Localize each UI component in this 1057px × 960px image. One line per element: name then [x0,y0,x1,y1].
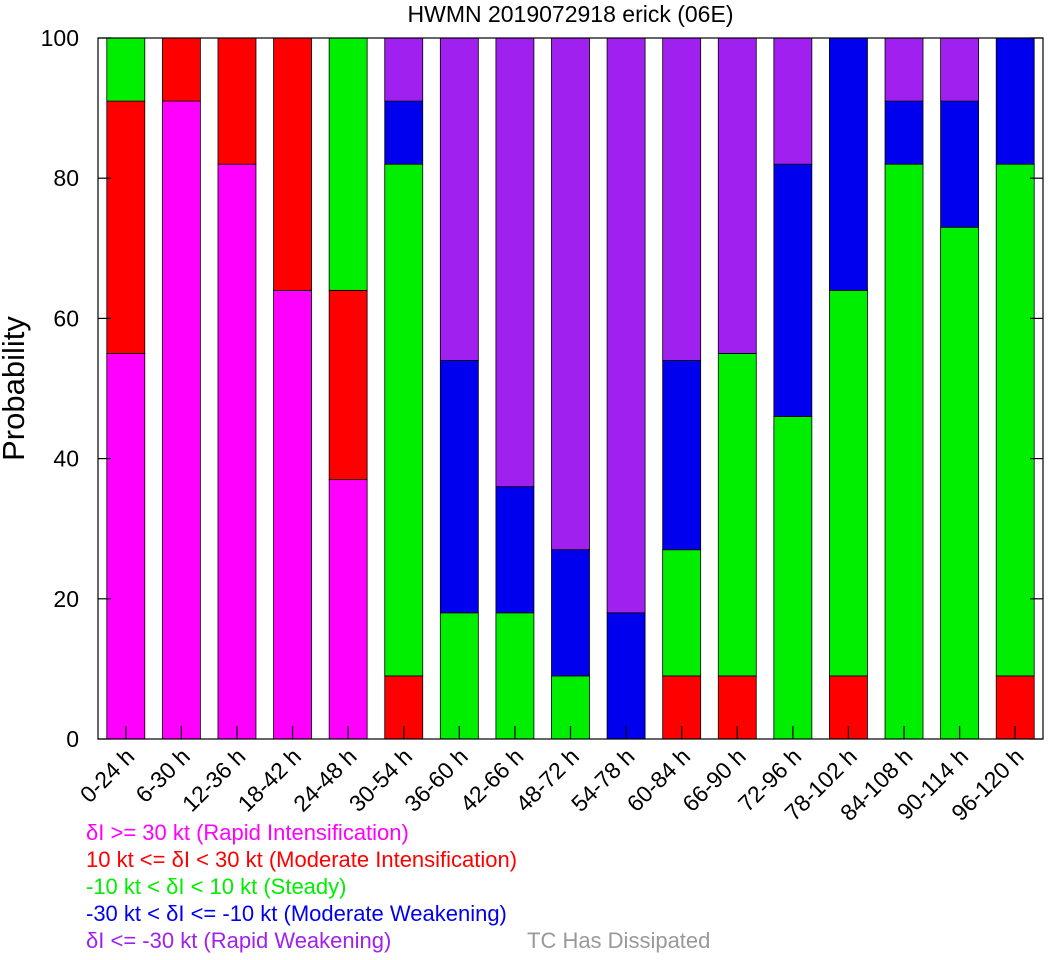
bar-segment-mw-10 [662,360,702,551]
legend-entry: -30 kt < δI <= -10 kt (Moderate Weakenin… [86,901,507,926]
legend-entry: -10 kt < δI < 10 kt (Steady) [86,874,347,899]
bar-segment-rw-11 [717,37,757,354]
bar-segment-mw-12 [773,163,813,417]
bar-segment-mw-16 [995,37,1035,165]
y-tick-label: 0 [66,726,79,752]
bar-segment-st-16 [995,163,1035,677]
y-tick-label: 100 [41,25,79,51]
bar-segment-st-7 [495,612,535,740]
bar-segment-st-11 [717,353,757,677]
bar-segment-mi-2 [217,37,257,165]
bar-segment-rw-6 [439,37,479,361]
bar-segment-rw-8 [551,37,590,551]
bar-segment-ri-3 [273,289,312,740]
bar-segment-mi-3 [273,37,312,291]
dissipated-note: TC Has Dissipated [527,928,711,953]
bar-segment-rw-5 [384,37,424,102]
bar-segment-rw-15 [940,37,980,102]
bar-segment-mw-15 [940,100,980,228]
bar-segment-st-12 [773,416,813,740]
bar-segment-st-4 [328,37,368,291]
y-axis-label: Probability [0,316,31,461]
chart-title: HWMN 2019072918 erick (06E) [408,1,734,27]
bar-segment-ri-1 [161,100,201,740]
bar-segment-mi-1 [161,37,201,102]
bar-segment-rw-12 [773,37,813,165]
legend-entry: δI <= -30 kt (Rapid Weakening) [86,928,392,953]
bar-segment-mw-5 [384,100,424,165]
bar-segment-mw-14 [884,100,924,165]
bar-segment-rw-7 [495,37,535,488]
y-tick-label: 60 [53,305,79,331]
bars-layer [106,37,1035,740]
bar-segment-st-0 [106,37,146,102]
bar-segment-rw-9 [606,37,646,614]
x-tick-label: 0-24 h [75,743,140,808]
bar-segment-st-6 [439,612,479,740]
bar-segment-st-14 [884,163,924,740]
legend-entry: δI >= 30 kt (Rapid Intensification) [86,820,409,845]
bar-segment-mw-8 [551,549,590,677]
bar-segment-ri-4 [328,479,368,740]
bar-segment-st-10 [662,549,702,677]
y-tick-label: 80 [53,165,79,191]
bar-segment-st-5 [384,163,424,677]
bar-segment-st-15 [940,226,980,740]
y-tick-label: 40 [53,446,79,472]
bar-segment-rw-10 [662,37,702,361]
bar-segment-mw-13 [829,37,868,291]
bar-segment-mw-6 [439,360,479,614]
bar-segment-ri-0 [106,353,146,740]
bar-segment-ri-2 [217,163,257,740]
bar-segment-mi-0 [106,100,146,354]
bar-segment-mi-4 [328,289,368,481]
y-tick-label: 20 [53,586,79,612]
bar-segment-st-13 [829,289,868,677]
bar-segment-mw-9 [606,612,646,740]
legend-entry: 10 kt <= δI < 30 kt (Moderate Intensific… [86,847,518,872]
bar-segment-mw-7 [495,486,535,614]
bar-segment-rw-14 [884,37,924,102]
